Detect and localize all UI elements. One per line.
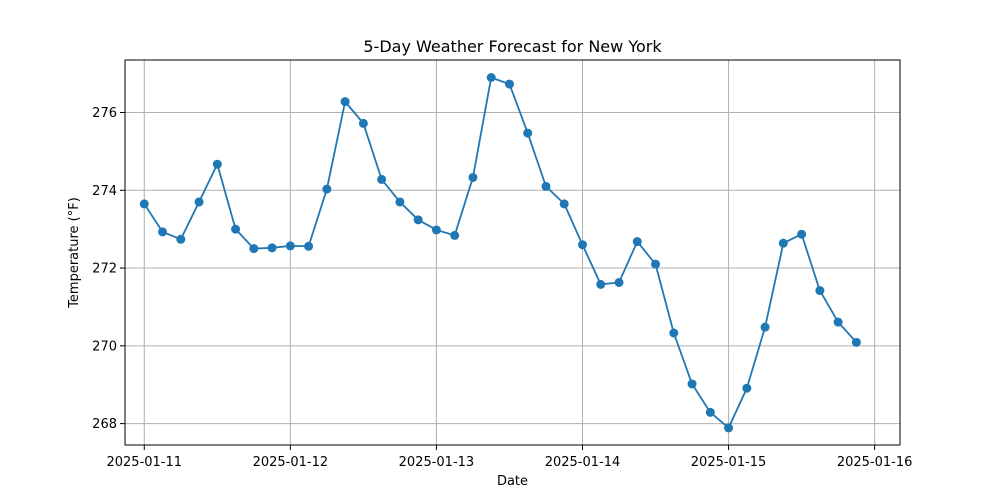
data-point bbox=[304, 241, 314, 251]
data-point bbox=[614, 277, 624, 287]
data-point bbox=[285, 241, 295, 251]
y-axis: 268 270 272 274 276 bbox=[92, 106, 125, 432]
data-point bbox=[504, 79, 514, 89]
data-point bbox=[724, 423, 734, 433]
data-point bbox=[194, 197, 204, 207]
y-tick-label: 270 bbox=[92, 339, 117, 354]
grid bbox=[125, 60, 900, 445]
y-tick-label: 272 bbox=[92, 262, 117, 277]
data-point bbox=[687, 379, 697, 389]
x-axis-label: Date bbox=[497, 474, 528, 489]
y-axis-label: Temperature (°F) bbox=[67, 197, 82, 309]
data-point bbox=[139, 199, 149, 209]
data-point bbox=[231, 224, 241, 234]
data-point bbox=[815, 286, 825, 296]
x-tick-label: 2025-01-15 bbox=[691, 455, 767, 470]
x-axis: 2025-01-11 2025-01-12 2025-01-13 2025-01-14… bbox=[106, 445, 912, 470]
data-point bbox=[468, 172, 478, 182]
data-point bbox=[742, 383, 752, 393]
data-point bbox=[669, 328, 679, 338]
data-point bbox=[632, 237, 642, 247]
x-tick-label: 2025-01-16 bbox=[837, 455, 913, 470]
data-point bbox=[212, 159, 222, 169]
x-tick-label: 2025-01-14 bbox=[545, 455, 621, 470]
data-point bbox=[450, 230, 460, 240]
data-point bbox=[797, 229, 807, 239]
series-layer bbox=[139, 73, 861, 433]
data-point bbox=[705, 407, 715, 417]
chart-title: 5-Day Weather Forecast for New York bbox=[363, 37, 662, 56]
data-point bbox=[395, 197, 405, 207]
x-tick-label: 2025-01-11 bbox=[106, 455, 182, 470]
data-point bbox=[577, 240, 587, 250]
y-tick-label: 268 bbox=[92, 417, 117, 432]
data-point bbox=[340, 97, 350, 107]
data-point bbox=[267, 243, 277, 253]
series-line bbox=[143, 76, 858, 429]
data-point bbox=[833, 317, 843, 327]
plot-frame bbox=[124, 59, 901, 446]
data-point bbox=[322, 184, 332, 194]
data-point bbox=[431, 225, 441, 235]
y-tick-label: 276 bbox=[92, 106, 117, 121]
data-point bbox=[851, 337, 861, 347]
data-point bbox=[486, 73, 496, 82]
data-point bbox=[778, 238, 788, 248]
data-point bbox=[596, 279, 606, 289]
data-point bbox=[541, 181, 551, 191]
data-point bbox=[651, 259, 661, 269]
data-point bbox=[249, 244, 259, 254]
data-point bbox=[176, 234, 186, 244]
data-point bbox=[358, 118, 368, 128]
data-point bbox=[760, 322, 770, 332]
data-point bbox=[559, 199, 569, 209]
data-point bbox=[413, 215, 423, 225]
data-point bbox=[523, 128, 533, 138]
data-point bbox=[377, 174, 387, 184]
y-tick-label: 274 bbox=[92, 184, 117, 199]
x-tick-label: 2025-01-12 bbox=[253, 455, 329, 470]
data-point bbox=[158, 227, 168, 237]
x-tick-label: 2025-01-13 bbox=[399, 455, 475, 470]
